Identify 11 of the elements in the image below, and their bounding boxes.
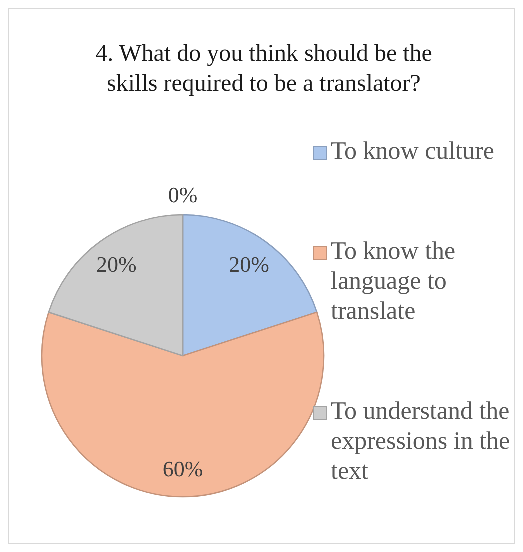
text: 0%	[168, 182, 198, 208]
chart-title: 4. What do you think should be the skills required to be a translator?	[94, 40, 434, 99]
legend-label: To know the language to translate	[331, 237, 457, 327]
legend-label: To know culture	[331, 137, 494, 167]
data-label: 60%	[162, 456, 204, 482]
pie-slice	[182, 214, 318, 357]
pie-slice	[48, 214, 184, 357]
pie-slice	[42, 312, 324, 498]
data-label: 20%	[229, 252, 270, 278]
data-label: 20%	[96, 252, 137, 278]
legend-label: To understand the expressions in the text	[331, 397, 511, 487]
